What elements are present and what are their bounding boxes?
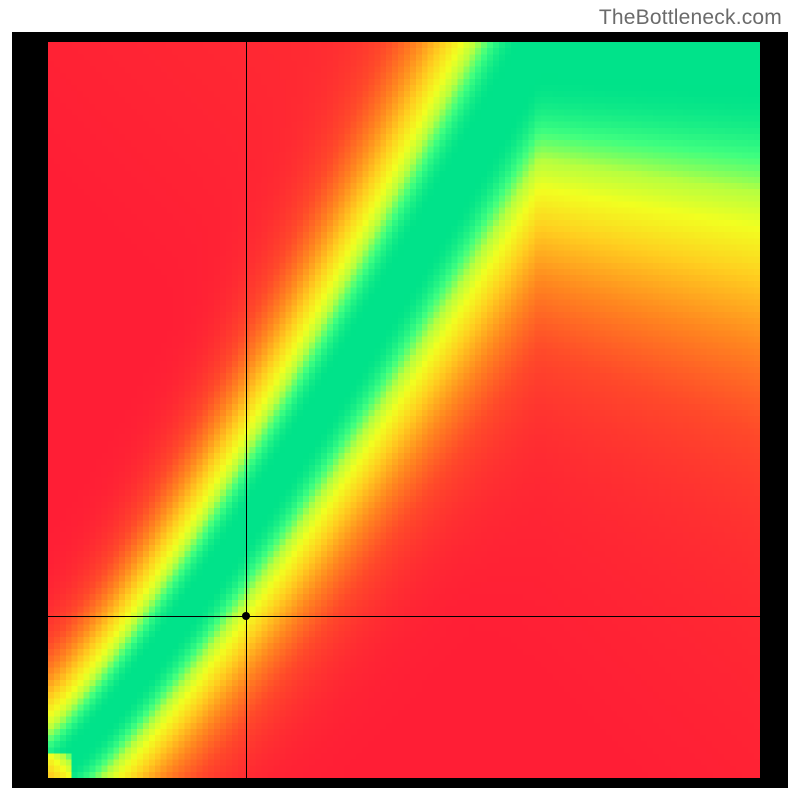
heatmap-plot-area <box>48 42 760 778</box>
crosshair-vertical <box>246 42 247 778</box>
heatmap-svg <box>48 42 760 778</box>
crosshair-marker <box>242 612 250 620</box>
crosshair-horizontal <box>48 616 760 617</box>
watermark-text: TheBottleneck.com <box>599 6 782 30</box>
chart-container: TheBottleneck.com <box>0 0 800 800</box>
